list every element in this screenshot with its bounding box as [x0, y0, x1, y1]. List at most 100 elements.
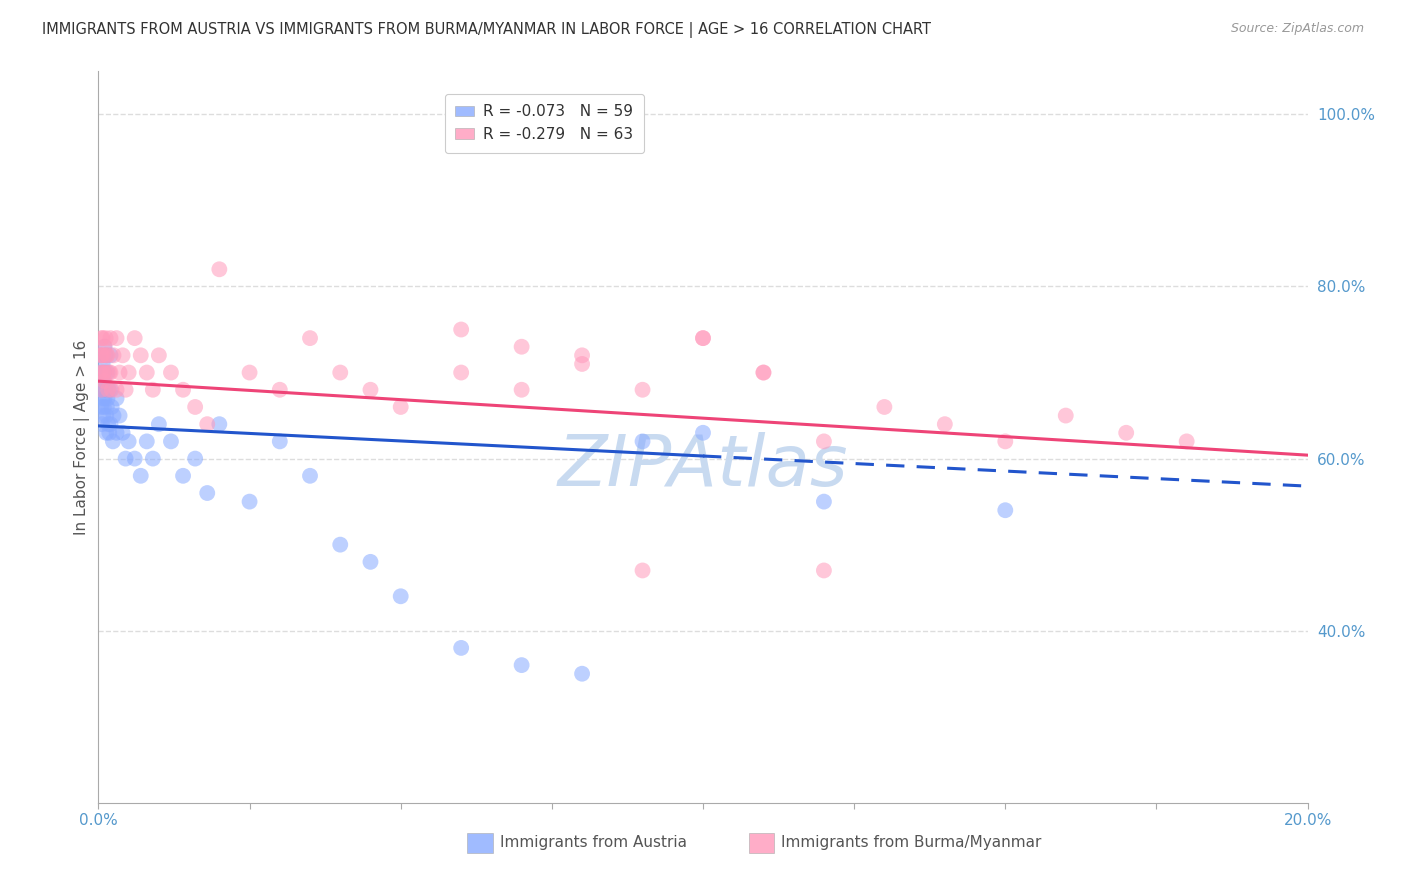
Point [160, 434, 183, 449]
Point [118, 366, 141, 380]
Point [142, 451, 165, 466]
Point [93, 366, 115, 380]
Point [129, 468, 152, 483]
Point [90, 366, 112, 380]
Point [105, 392, 128, 406]
Point [100, 366, 122, 380]
Point [96, 348, 118, 362]
Point [360, 555, 382, 569]
Text: IMMIGRANTS FROM AUSTRIA VS IMMIGRANTS FROM BURMA/MYANMAR IN LABOR FORCE | AGE > : IMMIGRANTS FROM AUSTRIA VS IMMIGRANTS FR… [42, 22, 931, 38]
Point [89, 366, 111, 380]
Point [108, 409, 131, 423]
Point [91, 348, 114, 362]
Point [90, 383, 112, 397]
Point [239, 494, 262, 508]
Point [994, 434, 1017, 449]
Point [111, 425, 134, 440]
Point [1115, 425, 1137, 440]
Point [96, 425, 118, 440]
Point [100, 348, 122, 362]
Point [450, 366, 472, 380]
Point [91, 409, 114, 423]
Point [114, 383, 136, 397]
Point [94, 348, 117, 362]
Point [96, 366, 118, 380]
Point [934, 417, 956, 432]
Point [631, 434, 654, 449]
Text: Immigrants from Austria: Immigrants from Austria [501, 836, 688, 850]
Point [813, 564, 835, 578]
Point [510, 658, 533, 673]
Point [269, 383, 291, 397]
Point [208, 417, 231, 432]
Point [184, 400, 207, 414]
Point [389, 589, 412, 603]
Point [96, 409, 118, 423]
Point [108, 366, 131, 380]
Point [184, 451, 207, 466]
Point [94, 383, 117, 397]
Point [142, 383, 165, 397]
Point [96, 366, 118, 380]
Point [89, 348, 111, 362]
Point [100, 400, 122, 414]
Point [98, 425, 121, 440]
Point [93, 374, 115, 388]
Point [94, 331, 117, 345]
Point [571, 357, 593, 371]
Point [103, 409, 125, 423]
Point [90, 400, 112, 414]
Point [994, 503, 1017, 517]
Point [172, 383, 194, 397]
Point [100, 383, 122, 397]
Point [571, 348, 593, 362]
Point [135, 434, 157, 449]
Point [105, 425, 128, 440]
Point [124, 451, 146, 466]
Point [100, 331, 122, 345]
Point [101, 434, 124, 449]
Point [96, 392, 118, 406]
Point [98, 366, 121, 380]
Point [93, 340, 115, 354]
Point [93, 400, 115, 414]
Point [299, 468, 322, 483]
Point [90, 331, 112, 345]
Point [97, 383, 120, 397]
Point [752, 366, 775, 380]
Point [114, 451, 136, 466]
Text: Source: ZipAtlas.com: Source: ZipAtlas.com [1230, 22, 1364, 36]
Y-axis label: In Labor Force | Age > 16: In Labor Force | Age > 16 [75, 340, 90, 534]
Point [239, 366, 262, 380]
Point [208, 262, 231, 277]
Point [450, 640, 472, 655]
Point [91, 331, 114, 345]
Point [172, 468, 194, 483]
Point [450, 322, 472, 336]
Point [93, 366, 115, 380]
Point [813, 494, 835, 508]
Point [510, 340, 533, 354]
Point [1054, 409, 1077, 423]
Point [692, 425, 714, 440]
Point [91, 392, 114, 406]
Point [195, 417, 218, 432]
Point [631, 383, 654, 397]
Point [97, 383, 120, 397]
Point [692, 331, 714, 345]
Point [329, 538, 352, 552]
Point [91, 357, 114, 371]
Point [692, 331, 714, 345]
Point [135, 366, 157, 380]
Point [118, 434, 141, 449]
Point [1175, 434, 1198, 449]
Point [813, 434, 835, 449]
Point [299, 331, 322, 345]
Point [111, 348, 134, 362]
Point [631, 564, 654, 578]
Point [91, 374, 114, 388]
Point [97, 417, 120, 432]
Point [571, 666, 593, 681]
Point [91, 348, 114, 362]
Point [90, 348, 112, 362]
